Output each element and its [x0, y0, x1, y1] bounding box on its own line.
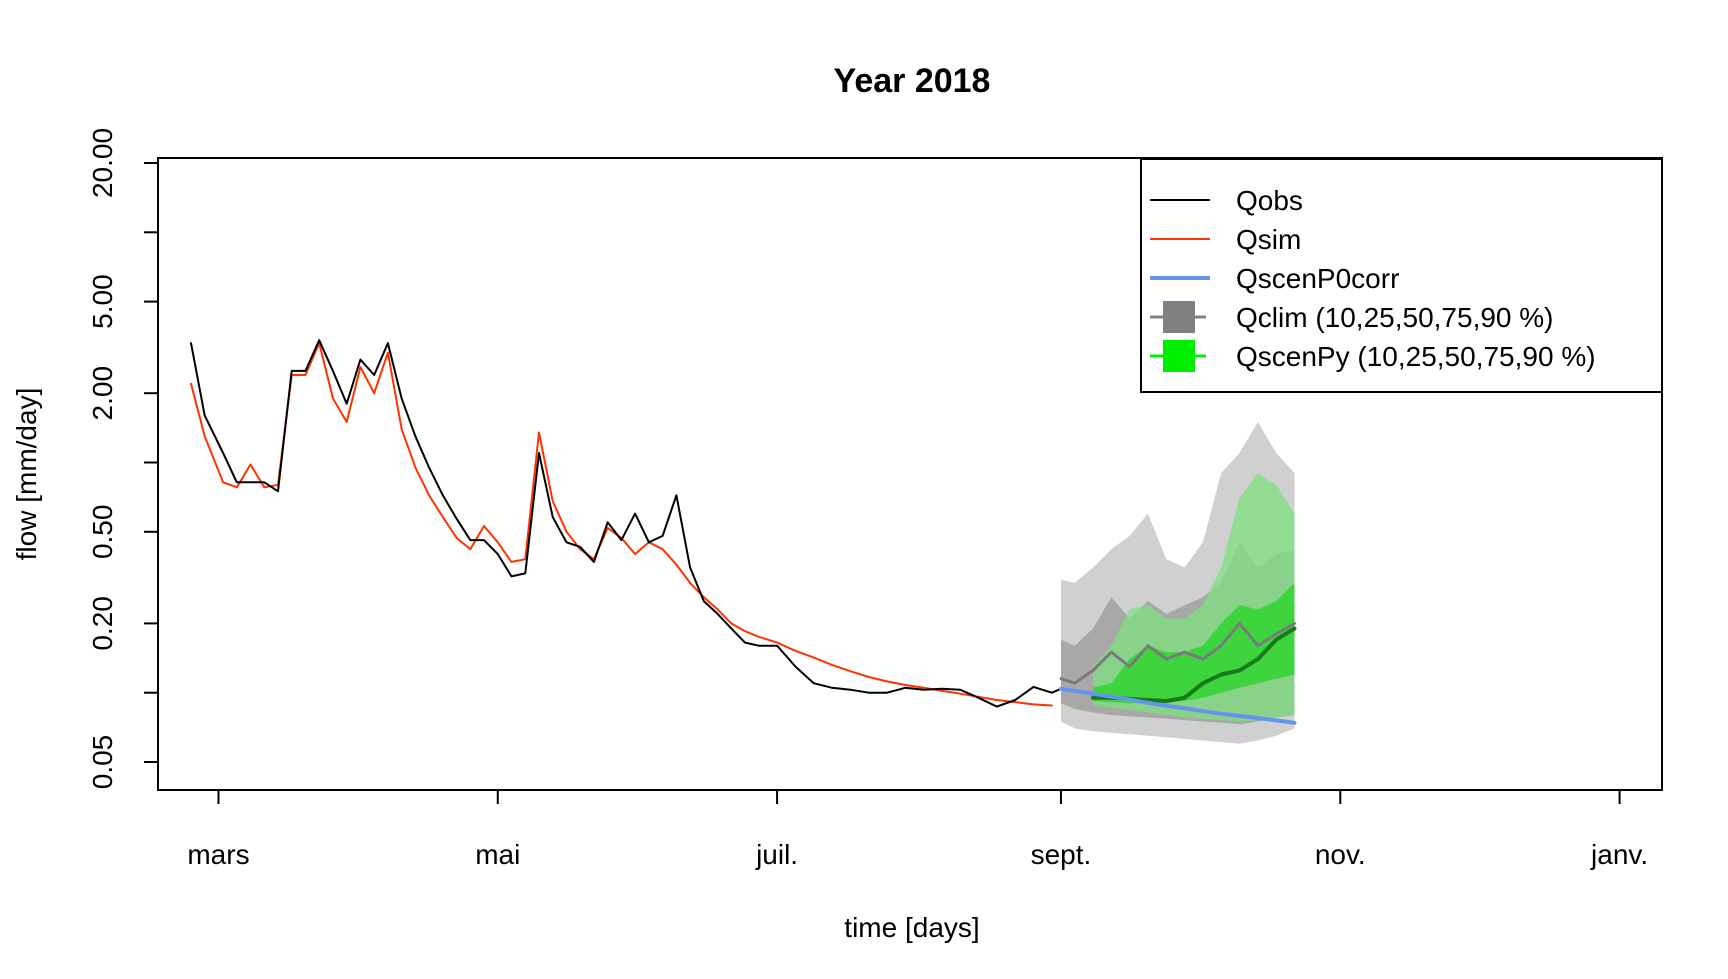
legend-label: Qobs — [1236, 185, 1303, 216]
x-tick-label: sept. — [1031, 839, 1092, 870]
x-tick-label: janv. — [1590, 839, 1648, 870]
qobs-line — [190, 339, 1062, 708]
y-tick-label: 0.20 — [87, 596, 118, 651]
y-axis: 0.05 0.20 0.50 2.00 5.00 20.00 — [87, 128, 158, 789]
y-tick-label: 0.05 — [87, 735, 118, 790]
qscenp0corr-line — [1059, 686, 1297, 725]
qsim-line — [190, 342, 1053, 707]
legend: Qobs Qsim QscenP0corr Qclim (10,25,50,75,90… — [1140, 158, 1663, 393]
legend-box — [1140, 158, 1663, 393]
qclim-median-line — [1059, 621, 1296, 685]
x-tick-label: mars — [187, 839, 249, 870]
y-axis-label: flow [mm/day] — [11, 388, 42, 561]
chart-title: Year 2018 — [834, 62, 991, 100]
x-tick-label: nov. — [1315, 839, 1366, 870]
quantile-bands — [1061, 422, 1295, 744]
y-tick-label: 2.00 — [87, 366, 118, 421]
y-tick-label: 20.00 — [87, 128, 118, 198]
legend-label: Qclim (10,25,50,75,90 %) — [1236, 302, 1554, 333]
series-lines — [190, 339, 1297, 725]
legend-label: QscenPy (10,25,50,75,90 %) — [1236, 341, 1596, 372]
y-tick-label: 0.50 — [87, 505, 118, 560]
x-axis-label: time [days] — [844, 912, 979, 943]
x-tick-label: juil. — [755, 839, 798, 870]
legend-swatch-box — [1163, 301, 1195, 333]
legend-label: QscenP0corr — [1236, 263, 1399, 294]
x-tick-label: mai — [475, 839, 520, 870]
plot-frame — [157, 157, 1663, 791]
legend-label: Qsim — [1236, 224, 1301, 255]
legend-swatch-box — [1163, 340, 1195, 372]
qscenpy-band-25-75 — [1093, 582, 1295, 704]
y-tick-label: 5.00 — [87, 274, 118, 329]
x-axis: mars mai juil. sept. nov. janv. — [187, 790, 1648, 870]
